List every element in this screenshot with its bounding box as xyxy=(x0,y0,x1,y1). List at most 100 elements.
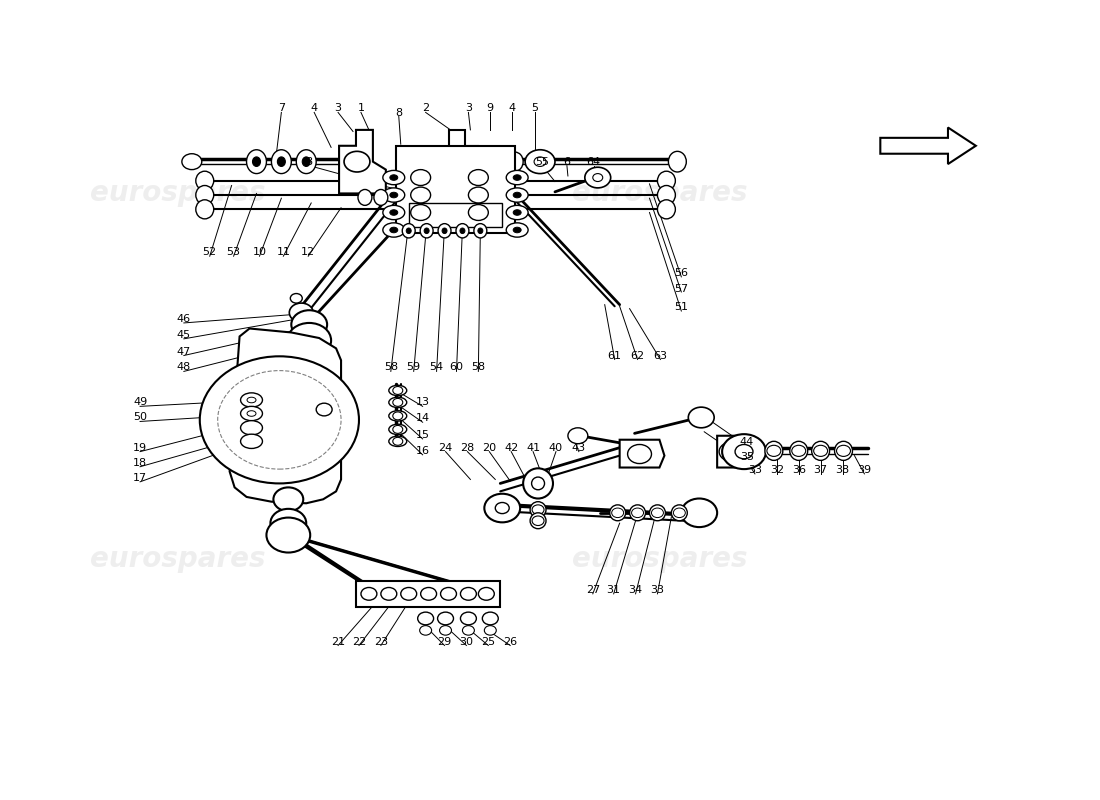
Circle shape xyxy=(290,294,303,303)
Ellipse shape xyxy=(277,157,285,166)
Text: 8: 8 xyxy=(306,157,312,166)
Circle shape xyxy=(462,626,474,635)
Text: 56: 56 xyxy=(674,268,689,278)
Circle shape xyxy=(478,587,494,600)
Circle shape xyxy=(361,587,377,600)
Text: 36: 36 xyxy=(792,465,805,475)
Ellipse shape xyxy=(835,442,852,460)
Ellipse shape xyxy=(474,224,487,238)
Text: 1: 1 xyxy=(358,102,364,113)
Ellipse shape xyxy=(403,224,415,238)
Polygon shape xyxy=(449,130,478,194)
Polygon shape xyxy=(339,130,386,194)
Ellipse shape xyxy=(514,174,521,180)
Text: 25: 25 xyxy=(482,637,495,646)
Circle shape xyxy=(316,403,332,416)
Circle shape xyxy=(792,446,805,457)
Ellipse shape xyxy=(388,386,407,396)
Ellipse shape xyxy=(406,228,411,234)
Ellipse shape xyxy=(389,174,398,180)
Text: 19: 19 xyxy=(133,442,147,453)
Text: 32: 32 xyxy=(770,465,784,475)
Circle shape xyxy=(612,508,624,518)
Ellipse shape xyxy=(196,186,213,205)
Circle shape xyxy=(532,505,544,514)
Circle shape xyxy=(182,154,201,170)
Circle shape xyxy=(469,187,488,203)
Ellipse shape xyxy=(456,224,469,238)
Ellipse shape xyxy=(383,188,405,202)
Ellipse shape xyxy=(649,505,666,521)
Circle shape xyxy=(438,612,453,625)
Text: 2: 2 xyxy=(422,102,429,113)
Ellipse shape xyxy=(241,406,263,421)
Ellipse shape xyxy=(507,152,524,171)
Ellipse shape xyxy=(296,150,316,174)
Text: 51: 51 xyxy=(674,302,689,312)
Text: 22: 22 xyxy=(352,637,366,646)
Ellipse shape xyxy=(524,468,553,498)
Circle shape xyxy=(651,508,663,518)
Circle shape xyxy=(200,356,359,483)
Ellipse shape xyxy=(658,200,675,219)
Ellipse shape xyxy=(389,192,398,198)
Polygon shape xyxy=(230,329,341,503)
Text: 6: 6 xyxy=(563,157,571,166)
Text: 48: 48 xyxy=(177,362,191,373)
Text: 27: 27 xyxy=(585,585,600,595)
Text: 53: 53 xyxy=(227,247,241,258)
Ellipse shape xyxy=(530,513,546,529)
Ellipse shape xyxy=(241,421,263,435)
Circle shape xyxy=(381,587,397,600)
Circle shape xyxy=(484,494,520,522)
Circle shape xyxy=(735,445,754,458)
Text: 4: 4 xyxy=(310,102,318,113)
Ellipse shape xyxy=(248,410,256,416)
Text: 62: 62 xyxy=(630,350,645,361)
Text: 38: 38 xyxy=(836,465,849,475)
Text: 55: 55 xyxy=(535,157,549,166)
Ellipse shape xyxy=(425,228,429,234)
Circle shape xyxy=(593,174,603,182)
Ellipse shape xyxy=(506,170,528,185)
Circle shape xyxy=(722,434,766,469)
Ellipse shape xyxy=(506,188,528,202)
Text: 33: 33 xyxy=(650,585,664,595)
Circle shape xyxy=(441,587,456,600)
Circle shape xyxy=(295,357,323,379)
Text: 17: 17 xyxy=(133,473,147,483)
Circle shape xyxy=(767,446,781,457)
Circle shape xyxy=(440,626,451,635)
Ellipse shape xyxy=(196,171,213,190)
Polygon shape xyxy=(880,127,976,164)
Text: 15: 15 xyxy=(416,430,430,440)
Circle shape xyxy=(525,150,556,174)
Text: 58: 58 xyxy=(384,362,398,373)
Text: eurospares: eurospares xyxy=(572,179,747,207)
Text: 58: 58 xyxy=(471,362,485,373)
Text: 24: 24 xyxy=(439,442,453,453)
Ellipse shape xyxy=(388,410,407,421)
Circle shape xyxy=(532,516,544,526)
Text: eurospares: eurospares xyxy=(572,545,747,573)
Text: 60: 60 xyxy=(450,362,463,373)
Text: 40: 40 xyxy=(549,442,563,453)
Polygon shape xyxy=(619,440,664,467)
Ellipse shape xyxy=(389,210,398,215)
Circle shape xyxy=(461,587,476,600)
Ellipse shape xyxy=(514,210,521,215)
Ellipse shape xyxy=(383,170,405,185)
Text: 45: 45 xyxy=(177,330,191,340)
Text: 31: 31 xyxy=(607,585,620,595)
Circle shape xyxy=(836,446,850,457)
Circle shape xyxy=(393,398,403,406)
Text: 35: 35 xyxy=(740,452,754,462)
Circle shape xyxy=(469,205,488,221)
Circle shape xyxy=(274,487,304,511)
Circle shape xyxy=(484,626,496,635)
Ellipse shape xyxy=(790,442,807,460)
Text: 3: 3 xyxy=(334,102,342,113)
Circle shape xyxy=(393,412,403,420)
Circle shape xyxy=(344,151,370,172)
Circle shape xyxy=(410,170,430,186)
